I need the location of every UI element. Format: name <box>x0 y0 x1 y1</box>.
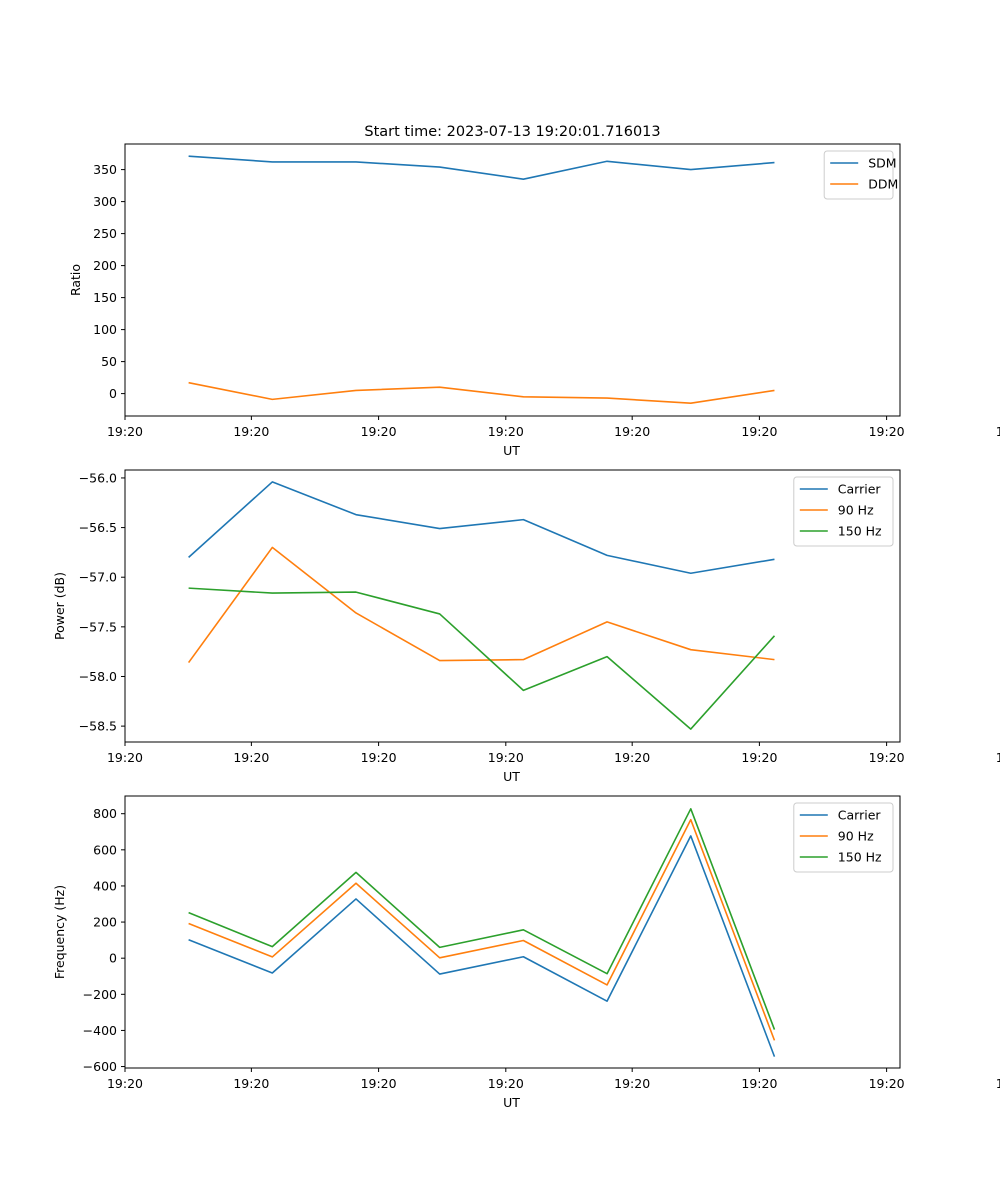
legend-label: 150 Hz <box>838 524 882 539</box>
chart-panel-1: Start time: 2023-07-13 19:20:01.716013 0 5… <box>68 124 1000 458</box>
legend-label: DDM <box>868 177 898 192</box>
y-tick-label: −58.5 <box>79 719 117 734</box>
y-axis-label: Frequency (Hz) <box>52 885 67 979</box>
series-line-150-hz <box>188 587 776 730</box>
x-tick-label: 19:20 <box>107 1076 143 1091</box>
y-tick-label: 0 <box>109 386 117 401</box>
legend: SDM DDM <box>823 150 898 200</box>
legend-box <box>793 802 894 873</box>
x-axis-label: UT <box>503 1095 520 1110</box>
series-line-90-hz <box>187 546 775 664</box>
x-tick-label: 19:20 <box>361 750 397 765</box>
y-axis-label: Ratio <box>68 264 83 296</box>
x-axis-label: UT <box>503 443 520 458</box>
y-tick-label: 50 <box>101 354 117 369</box>
chart-panel-2: −58.5 −58.0 −57.5 −57.0 −56.5 −56.0 19:20 19:20… <box>52 469 1000 784</box>
y-tick-label: 100 <box>93 322 117 337</box>
x-tick-label: 19:20 <box>869 424 905 439</box>
x-tick-label: 19:21 <box>996 1076 1000 1091</box>
x-tick-label: 19:20 <box>614 424 650 439</box>
series-line-sdm <box>188 155 775 180</box>
y-tick-label: −200 <box>83 987 117 1002</box>
plot-frame <box>124 143 901 417</box>
plot-frame <box>124 469 901 743</box>
legend: Carrier 90 Hz 150 Hz <box>793 802 894 873</box>
series-line-carrier <box>188 481 775 575</box>
x-tick-label: 19:20 <box>741 1076 777 1091</box>
legend-label: 90 Hz <box>838 503 874 518</box>
legend-label: Carrier <box>838 482 882 497</box>
x-tick-label: 19:20 <box>869 750 905 765</box>
x-tick-label: 19:20 <box>741 750 777 765</box>
y-tick-label: 350 <box>93 162 117 177</box>
y-tick-label: −58.0 <box>79 669 117 684</box>
y-tick-label: 200 <box>93 258 117 273</box>
legend-label: 150 Hz <box>838 850 882 865</box>
y-tick-label: −57.5 <box>79 619 117 634</box>
y-tick-label: −56.5 <box>79 520 117 535</box>
x-tick-label: 19:21 <box>996 750 1000 765</box>
y-tick-label: 250 <box>93 226 117 241</box>
y-tick-label: 800 <box>93 806 117 821</box>
x-tick-label: 19:21 <box>996 424 1000 439</box>
series-line-ddm <box>188 381 775 405</box>
x-tick-label: 19:20 <box>488 1076 524 1091</box>
y-tick-label: 300 <box>93 194 117 209</box>
legend-label: SDM <box>868 156 896 171</box>
x-tick-label: 19:20 <box>233 750 269 765</box>
y-tick-label: −57.0 <box>79 570 117 585</box>
x-tick-label: 19:20 <box>107 750 143 765</box>
y-tick-label: 0 <box>109 951 117 966</box>
chart-title: Start time: 2023-07-13 19:20:01.716013 <box>364 124 660 140</box>
y-tick-label: −600 <box>83 1059 117 1074</box>
y-tick-label: 400 <box>93 878 117 893</box>
x-axis-label: UT <box>503 769 520 784</box>
legend: Carrier 90 Hz 150 Hz <box>793 476 894 547</box>
legend-label: Carrier <box>838 808 882 823</box>
legend-label: 90 Hz <box>838 829 874 844</box>
y-axis-label: Power (dB) <box>52 572 67 640</box>
x-tick-label: 19:20 <box>488 424 524 439</box>
series-line-150-hz <box>188 808 776 1030</box>
x-tick-label: 19:20 <box>741 424 777 439</box>
x-tick-label: 19:20 <box>107 424 143 439</box>
charts-group: Start time: 2023-07-13 19:20:01.716013 0 5… <box>52 124 1000 1110</box>
y-tick-label: −400 <box>83 1023 117 1038</box>
chart-panel-3: −600 −400 −200 0 200 400 600 800 19:20 19:20 19:20… <box>52 795 1000 1110</box>
x-tick-label: 19:20 <box>361 1076 397 1091</box>
x-tick-label: 19:20 <box>614 750 650 765</box>
x-tick-label: 19:20 <box>361 424 397 439</box>
x-tick-label: 19:20 <box>233 424 269 439</box>
y-tick-label: 600 <box>93 842 117 857</box>
x-tick-label: 19:20 <box>488 750 524 765</box>
x-tick-label: 19:20 <box>614 1076 650 1091</box>
series-line-carrier <box>188 835 776 1057</box>
plot-frame <box>124 795 901 1069</box>
x-tick-label: 19:20 <box>233 1076 269 1091</box>
series-line-90-hz <box>188 818 776 1041</box>
x-tick-label: 19:20 <box>869 1076 905 1091</box>
y-tick-label: −56.0 <box>79 470 117 485</box>
legend-box <box>793 476 894 547</box>
y-tick-label: 200 <box>93 915 117 930</box>
y-tick-label: 150 <box>93 290 117 305</box>
